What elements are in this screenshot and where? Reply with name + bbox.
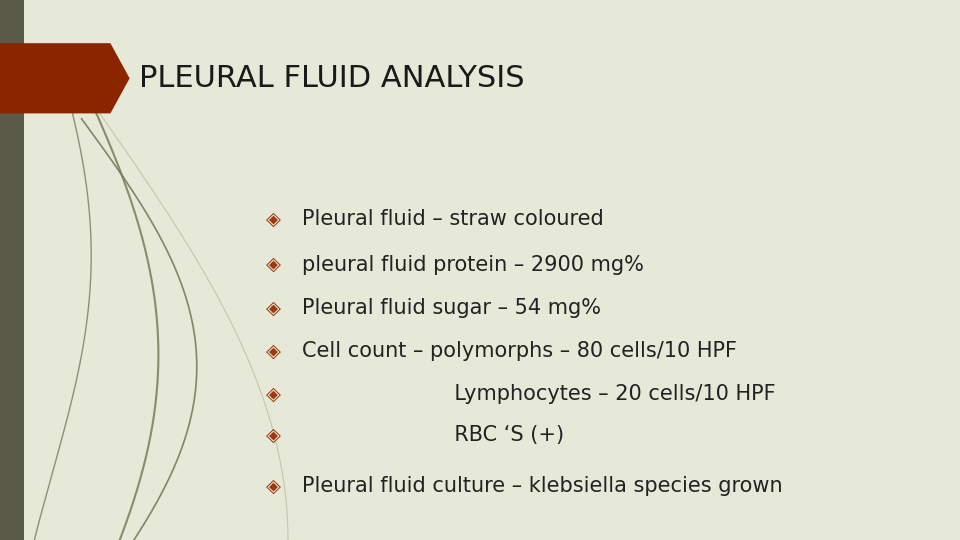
Text: Cell count – polymorphs – 80 cells/10 HPF: Cell count – polymorphs – 80 cells/10 HP… — [302, 341, 737, 361]
Text: ◈: ◈ — [266, 298, 281, 318]
Text: ◈: ◈ — [266, 341, 281, 361]
Polygon shape — [0, 43, 130, 113]
Text: PLEURAL FLUID ANALYSIS: PLEURAL FLUID ANALYSIS — [139, 64, 525, 93]
Text: ◈: ◈ — [266, 209, 281, 228]
Text: ◈: ◈ — [266, 476, 281, 496]
Text: ◈: ◈ — [266, 425, 281, 444]
Text: Pleural fluid culture – klebsiella species grown: Pleural fluid culture – klebsiella speci… — [302, 476, 783, 496]
Text: Pleural fluid sugar – 54 mg%: Pleural fluid sugar – 54 mg% — [302, 298, 601, 318]
Text: pleural fluid protein – 2900 mg%: pleural fluid protein – 2900 mg% — [302, 254, 644, 275]
Text: Pleural fluid – straw coloured: Pleural fluid – straw coloured — [302, 208, 604, 229]
Text: ◈: ◈ — [266, 384, 281, 404]
Text: RBC ‘S (+): RBC ‘S (+) — [302, 424, 564, 445]
Text: ◈: ◈ — [266, 255, 281, 274]
Bar — [0, 0, 24, 540]
Text: Lymphocytes – 20 cells/10 HPF: Lymphocytes – 20 cells/10 HPF — [302, 384, 776, 404]
